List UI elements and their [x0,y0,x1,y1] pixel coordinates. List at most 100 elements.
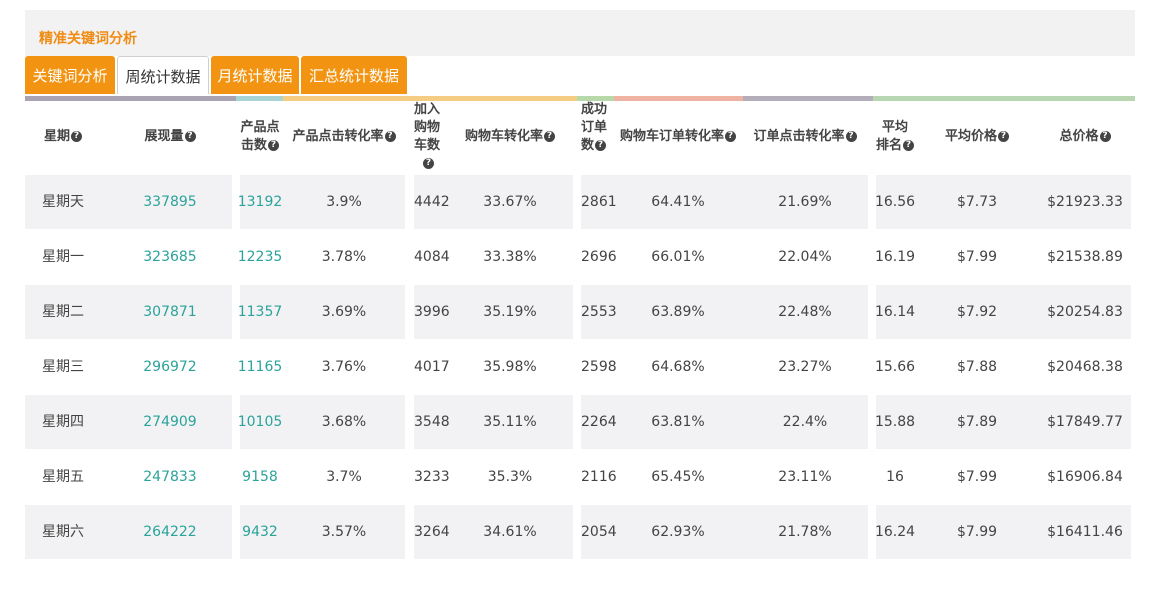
table-cell-impressions[interactable]: 323685 [143,249,197,265]
table-cell-order-click-cvr: 21.78% [778,524,832,540]
table-cell-impressions[interactable]: 307871 [143,304,197,320]
table-cell-product-clicks[interactable]: 9432 [242,524,278,540]
table-cell-avg-price: $7.88 [956,359,998,375]
table-cell-cart-cvr: 34.61% [483,524,537,540]
panel-title: 精准关键词分析 [39,31,137,47]
table-cell-weekday: 星期三 [42,359,84,375]
table-cell-total-price: $20254.83 [1047,304,1123,320]
table-cell-product-clicks[interactable]: 10105 [237,414,283,430]
table-cell-cart-cvr: 35.3% [487,469,533,485]
column-header-cart-adds[interactable]: 加入 购物 车数? [414,102,441,169]
row-background [876,505,1131,559]
tab-monthly-stats[interactable]: 月统计数据 [211,56,299,94]
table-cell-total-price: $20468.38 [1047,359,1123,375]
table-cell-avg-price: $7.99 [956,524,998,540]
table-cell-product-clicks[interactable]: 11357 [237,304,283,320]
column-stripe [283,96,577,101]
column-header-avg-price[interactable]: 平均价格? [897,128,1057,146]
table-cell-cart-cvr: 35.11% [483,414,537,430]
row-background [414,285,573,339]
table-cell-avg-rank: 15.66 [874,359,916,375]
table-cell-total-price: $21538.89 [1047,249,1123,265]
table-cell-cart-adds: 4084 [414,249,450,265]
help-icon: ? [845,131,857,142]
table-cell-avg-price: $7.73 [956,194,998,210]
row-background [25,175,232,229]
column-header-cart-order-cvr[interactable]: 购物车订单转化率? [598,128,758,146]
table-cell-product-click-cvr: 3.68% [321,414,367,430]
row-background [581,175,868,229]
column-header-weekday[interactable]: 星期? [0,128,143,146]
table-cell-total-price: $16906.84 [1047,469,1123,485]
help-icon: ? [423,158,434,169]
table-cell-cart-order-cvr: 66.01% [651,249,705,265]
help-icon: ? [903,140,914,151]
table-cell-product-clicks[interactable]: 12235 [237,249,283,265]
table-cell-impressions[interactable]: 247833 [143,469,197,485]
panel-header: 精准关键词分析 [25,10,1135,56]
table-cell-product-clicks[interactable]: 13192 [237,194,283,210]
table-cell-weekday: 星期二 [42,304,84,320]
table-cell-cart-order-cvr: 64.41% [651,194,705,210]
help-icon: ? [595,140,607,151]
table-cell-cart-order-cvr: 65.45% [651,469,705,485]
column-header-avg-rank[interactable]: 平均 排名? [815,119,975,155]
table-cell-cart-order-cvr: 64.68% [651,359,705,375]
table-cell-impressions[interactable]: 264222 [143,524,197,540]
table-cell-impressions[interactable]: 274909 [143,414,197,430]
help-icon: ? [184,131,196,142]
column-stripe [614,96,743,101]
table-cell-product-click-cvr: 3.57% [321,524,367,540]
help-icon: ? [268,140,279,151]
table-cell-avg-rank: 15.88 [874,414,916,430]
table-cell-weekday: 星期四 [42,414,84,430]
column-header-product-click-cvr[interactable]: 产品点击转化率? [264,128,424,146]
table-cell-product-click-cvr: 3.9% [326,194,362,210]
table-cell-avg-rank: 16.14 [874,304,916,320]
table-cell-cart-order-cvr: 62.93% [651,524,705,540]
table-cell-avg-rank: 16.19 [874,249,916,265]
table-cell-product-click-cvr: 3.7% [326,469,362,485]
row-background [876,175,1131,229]
table-cell-impressions[interactable]: 337895 [143,194,197,210]
column-header-cart-cvr[interactable]: 购物车转化率? [430,128,590,146]
table-cell-avg-price: $7.92 [956,304,998,320]
table-cell-avg-price: $7.89 [956,414,998,430]
help-icon: ? [1099,131,1111,142]
row-background [25,395,232,449]
table-cell-product-clicks[interactable]: 9158 [242,469,278,485]
help-icon: ? [384,131,396,142]
column-header-impressions[interactable]: 展现量? [90,128,250,146]
column-stripe [743,96,873,101]
table-cell-cart-cvr: 35.19% [483,304,537,320]
help-icon: ? [998,131,1009,142]
row-background [581,285,868,339]
help-icon: ? [725,131,736,142]
tab-weekly-stats[interactable]: 周统计数据 [117,56,209,94]
table-cell-order-click-cvr: 23.11% [778,469,832,485]
table-cell-order-click-cvr: 21.69% [778,194,832,210]
table-cell-orders: 2598 [581,359,617,375]
row-background [414,175,573,229]
table-cell-cart-cvr: 33.67% [483,194,537,210]
column-header-order-click-cvr[interactable]: 订单点击转化率? [725,128,885,146]
table-cell-weekday: 星期一 [42,249,84,265]
table-cell-avg-rank: 16.24 [874,524,916,540]
row-background [876,285,1131,339]
tab-keyword-analysis[interactable]: 关键词分析 [25,56,115,94]
column-header-orders[interactable]: 成功 订单数? [581,102,608,153]
table-cell-orders: 2054 [581,524,617,540]
table-cell-cart-adds: 4017 [414,359,450,375]
table-cell-product-clicks[interactable]: 11165 [237,359,283,375]
row-background [240,395,405,449]
row-background [414,505,573,559]
column-header-product-clicks[interactable]: 产品点 击数? [240,120,280,153]
row-background [240,175,405,229]
column-header-total-price[interactable]: 总价格? [1005,128,1163,146]
table-cell-impressions[interactable]: 296972 [143,359,197,375]
column-stripe [577,96,614,101]
table-cell-order-click-cvr: 22.04% [778,249,832,265]
tab-summary-stats[interactable]: 汇总统计数据 [301,56,407,94]
table-cell-weekday: 星期五 [42,469,84,485]
column-stripe [25,96,236,101]
